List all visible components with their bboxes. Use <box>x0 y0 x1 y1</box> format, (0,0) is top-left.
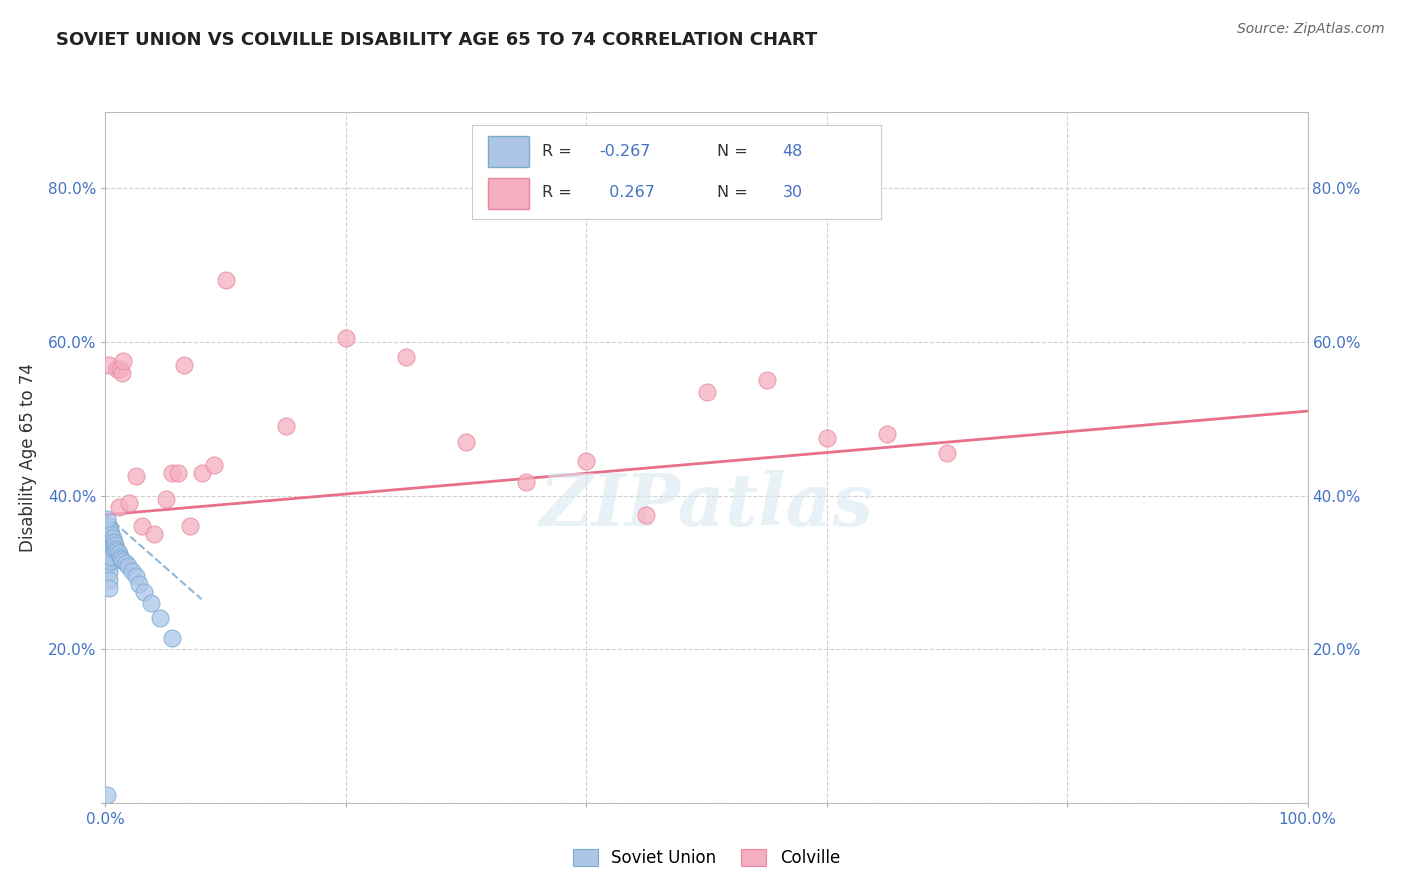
Point <box>118 496 141 510</box>
Point <box>128 577 150 591</box>
Point <box>103 542 125 557</box>
Point <box>755 373 778 387</box>
Point <box>142 527 165 541</box>
Point <box>395 351 418 365</box>
Point <box>98 534 121 549</box>
Point <box>112 554 135 568</box>
Point <box>121 564 143 578</box>
Point <box>100 527 122 541</box>
Point <box>98 523 121 537</box>
Y-axis label: Disability Age 65 to 74: Disability Age 65 to 74 <box>18 363 37 551</box>
Point <box>132 584 155 599</box>
Point <box>97 549 120 564</box>
Point <box>173 358 195 372</box>
Point <box>115 556 138 570</box>
Point <box>98 566 121 580</box>
Point <box>100 549 122 564</box>
Point <box>101 531 124 545</box>
Point <box>103 534 125 549</box>
Point <box>111 366 134 380</box>
Point <box>160 466 183 480</box>
Point <box>139 596 162 610</box>
Point <box>97 534 120 549</box>
Point <box>107 544 129 558</box>
Point <box>98 549 121 564</box>
Point <box>575 454 598 468</box>
Point <box>98 542 121 557</box>
Point <box>148 611 170 625</box>
Text: SOVIET UNION VS COLVILLE DISABILITY AGE 65 TO 74 CORRELATION CHART: SOVIET UNION VS COLVILLE DISABILITY AGE … <box>56 31 817 49</box>
Point <box>104 539 127 553</box>
Point <box>166 466 188 480</box>
Point <box>101 539 124 553</box>
Point <box>98 554 121 568</box>
Point <box>98 519 121 533</box>
Point <box>124 469 146 483</box>
Point <box>98 558 121 572</box>
Point <box>98 358 121 372</box>
Legend: Soviet Union, Colville: Soviet Union, Colville <box>567 842 846 874</box>
Point <box>96 546 118 560</box>
Point <box>190 466 212 480</box>
Point <box>515 475 537 489</box>
Point <box>274 419 297 434</box>
Point <box>110 551 132 566</box>
Point <box>96 788 118 802</box>
Text: ZIPatlas: ZIPatlas <box>540 470 873 541</box>
Point <box>97 527 120 541</box>
Point <box>98 527 121 541</box>
Point <box>107 546 129 560</box>
Point <box>105 542 128 557</box>
Point <box>696 384 718 399</box>
Text: Source: ZipAtlas.com: Source: ZipAtlas.com <box>1237 22 1385 37</box>
Point <box>636 508 658 522</box>
Point <box>97 542 120 557</box>
Point <box>98 531 121 545</box>
Point <box>107 500 129 514</box>
Point <box>124 569 146 583</box>
Point <box>98 539 121 553</box>
Point <box>96 523 118 537</box>
Point <box>98 581 121 595</box>
Point <box>100 534 122 549</box>
Point <box>98 546 121 560</box>
Point <box>876 427 898 442</box>
Point <box>936 446 959 460</box>
Point <box>100 542 122 557</box>
Point <box>107 361 129 376</box>
Point <box>97 558 120 572</box>
Point <box>335 331 357 345</box>
Point <box>214 273 236 287</box>
Point <box>160 631 183 645</box>
Point <box>108 361 131 376</box>
Point <box>98 573 121 587</box>
Point <box>117 559 139 574</box>
Point <box>155 492 177 507</box>
Point <box>112 354 135 368</box>
Point <box>108 549 131 564</box>
Point <box>96 511 118 525</box>
Point <box>202 458 225 472</box>
Point <box>454 434 477 449</box>
Point <box>179 519 201 533</box>
Point <box>815 431 838 445</box>
Point <box>131 519 153 533</box>
Point <box>96 539 118 553</box>
